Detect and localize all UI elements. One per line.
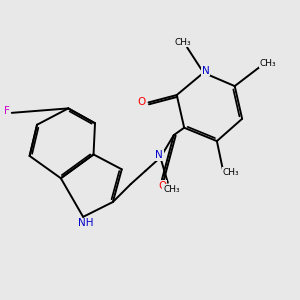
Text: CH₃: CH₃ (174, 38, 191, 46)
Text: CH₃: CH₃ (223, 168, 239, 177)
Text: NH: NH (78, 218, 94, 228)
Text: N: N (202, 66, 209, 76)
Text: N: N (155, 150, 163, 160)
Text: F: F (4, 106, 9, 116)
Text: CH₃: CH₃ (260, 59, 276, 68)
Text: O: O (138, 98, 146, 107)
Text: O: O (158, 181, 166, 191)
Text: CH₃: CH₃ (163, 185, 180, 194)
